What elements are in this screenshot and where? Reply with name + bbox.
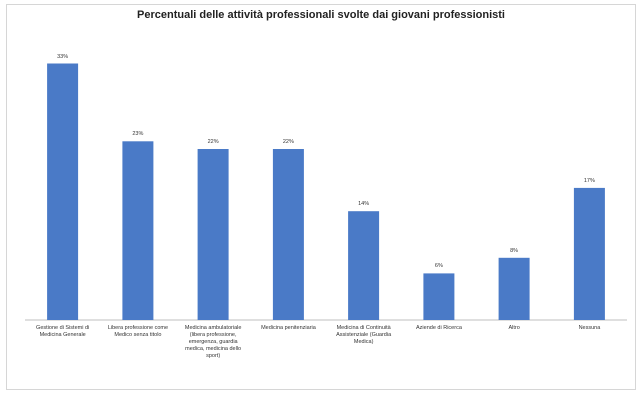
bar-8 bbox=[573, 187, 605, 320]
category-label-2: Libera professione come Medico senza tit… bbox=[107, 325, 169, 338]
bar-4 bbox=[272, 149, 304, 320]
category-label-1: Gestione di Sistemi di Medicina Generale bbox=[36, 325, 90, 338]
value-label-7: 8% bbox=[510, 247, 519, 254]
bar-2 bbox=[122, 141, 154, 320]
value-label-6: 6% bbox=[434, 263, 443, 270]
bar-6 bbox=[423, 273, 455, 320]
bar-7 bbox=[498, 257, 530, 320]
category-label-7: Altro bbox=[508, 325, 520, 331]
category-label-4: Medicina penitenziaria bbox=[261, 325, 316, 331]
category-label-5: Medicina di Continuità Assistenziale (Gu… bbox=[336, 325, 392, 345]
value-label-3: 22% bbox=[207, 139, 219, 145]
value-label-2: 23% bbox=[132, 131, 144, 138]
bar-3 bbox=[197, 149, 229, 320]
value-label-8: 17% bbox=[583, 177, 595, 184]
value-label-1: 33% bbox=[57, 53, 69, 60]
bar-5 bbox=[348, 211, 380, 320]
category-label-6: Aziende di Ricerca bbox=[416, 325, 462, 331]
value-label-4: 22% bbox=[282, 139, 294, 145]
chart-title: Percentuali delle attività professionali… bbox=[137, 9, 505, 21]
chart-frame bbox=[6, 4, 636, 390]
bar-1 bbox=[47, 63, 79, 320]
value-label-5: 14% bbox=[358, 201, 370, 208]
category-label-3: Medicina ambulatoriale (libera professio… bbox=[184, 325, 242, 359]
category-label-8: Nessuna bbox=[578, 325, 601, 331]
